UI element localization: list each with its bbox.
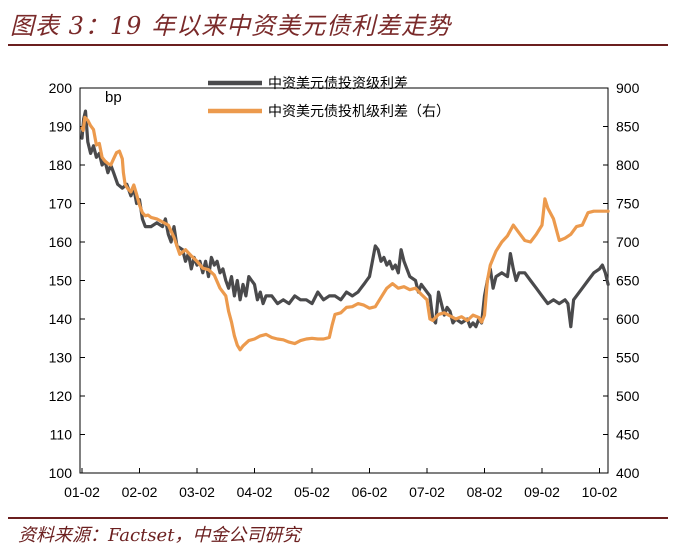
series-line-high-yield <box>80 115 610 352</box>
y-right-tick-label: 550 <box>616 350 640 366</box>
y-left-tick-label: 160 <box>49 234 73 250</box>
y-left-tick-label: 150 <box>49 273 73 289</box>
x-tick-label: 03-02 <box>179 484 215 500</box>
axis-ticks <box>80 87 608 474</box>
y-right-tick-label: 450 <box>616 427 640 443</box>
x-tick-label: 07-02 <box>409 484 445 500</box>
y-right-tick-label: 400 <box>616 465 640 481</box>
y-right-tick-label: 700 <box>616 234 640 250</box>
y-right-tick-label: 500 <box>616 388 640 404</box>
x-tick-label: 01-02 <box>64 484 100 500</box>
y-right-tick-label: 850 <box>616 119 640 135</box>
y-left-tick-label: 170 <box>49 196 73 212</box>
legend-label-high-yield: 中资美元债投机级利差（右） <box>268 104 450 120</box>
source-divider <box>8 517 668 519</box>
y-right-tick-label: 650 <box>616 273 640 289</box>
series-layer <box>80 109 610 352</box>
y-left-tick-labels: 100 110 120 130 140 150 160 170 180 190 200 <box>49 80 73 481</box>
y-left-tick-label: 190 <box>49 119 73 135</box>
y-right-tick-label: 800 <box>616 157 640 173</box>
x-tick-label: 05-02 <box>294 484 330 500</box>
title-divider <box>8 44 668 46</box>
source-note: 资料来源：Factset，中金公司研究 <box>18 525 301 546</box>
legend: 中资美元债投资级利差 中资美元债投机级利差（右） <box>208 76 450 120</box>
y-left-tick-label: 100 <box>49 465 73 481</box>
y-right-tick-label: 750 <box>616 196 640 212</box>
y-left-tick-label: 110 <box>50 427 73 443</box>
y-left-tick-label: 130 <box>49 350 73 366</box>
y-right-tick-label: 600 <box>616 311 640 327</box>
y-unit-label: bp <box>105 89 122 106</box>
y-left-tick-label: 120 <box>49 388 73 404</box>
x-tick-label: 10-02 <box>582 484 618 500</box>
y-left-tick-label: 180 <box>49 157 73 173</box>
x-tick-label: 09-02 <box>524 484 560 500</box>
series-line-investment-grade <box>80 109 610 329</box>
x-tick-labels: 01-02 02-02 03-02 04-02 05-02 06-02 07-02 08-02… <box>64 484 618 500</box>
legend-label-investment-grade: 中资美元债投资级利差 <box>268 76 408 92</box>
x-tick-label: 08-02 <box>467 484 503 500</box>
x-tick-label: 06-02 <box>352 484 388 500</box>
y-left-tick-label: 200 <box>49 80 73 96</box>
x-tick-label: 04-02 <box>237 484 273 500</box>
y-right-tick-labels: 400 450 500 550 600 650 700 750 800 850 900 <box>616 80 640 481</box>
figure-title: 图表 3：19 年以来中资美元债利差走势 <box>10 12 452 40</box>
x-tick-label: 02-02 <box>122 484 158 500</box>
y-right-tick-label: 900 <box>616 80 640 96</box>
y-left-tick-label: 140 <box>49 311 73 327</box>
